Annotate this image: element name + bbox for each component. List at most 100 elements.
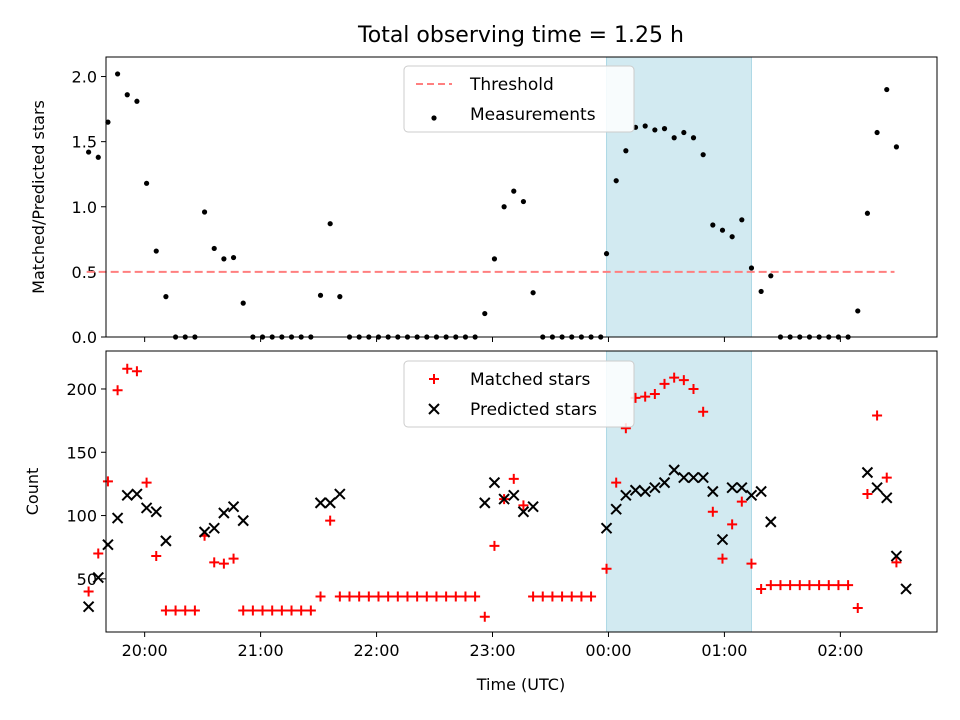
matched-star-point (794, 580, 805, 591)
measurement-point (530, 290, 536, 296)
matched-star-point (547, 591, 558, 602)
matched-star-point (727, 519, 738, 530)
predicted-star-point (479, 497, 491, 509)
measurement-point (855, 308, 861, 314)
matched-star-point (296, 605, 307, 616)
matched-star-point (344, 591, 355, 602)
matched-star-point (566, 591, 577, 602)
matched-star-point (881, 472, 892, 483)
legend-marker (429, 374, 439, 384)
matched-star-point (218, 558, 229, 569)
matched-star-point (267, 605, 278, 616)
x-tick-label: 20:00 (122, 641, 168, 660)
measurement-point (482, 310, 488, 317)
legend-label-measurements: Measurements (470, 105, 596, 125)
legend-swatch-predicted (428, 403, 440, 415)
predicted-star-point (881, 492, 893, 504)
matched-star-point (238, 605, 249, 616)
measurement-point (86, 149, 92, 155)
matched-star-point (209, 557, 220, 568)
figure-title: Total observing time = 1.25 h (357, 23, 684, 48)
matched-star-point (557, 591, 568, 602)
predicted-star-point (131, 488, 143, 500)
matched-star-point (833, 580, 844, 591)
matched-star-point (151, 551, 162, 562)
y-tick-label: 0.0 (72, 328, 97, 347)
matched-star-point (852, 602, 863, 613)
matched-star-point (659, 378, 670, 389)
x-tick-label: 00:00 (585, 641, 631, 660)
matched-star-point (131, 366, 142, 377)
predicted-star-point (707, 485, 719, 498)
matched-star-point (160, 605, 171, 616)
predicted-star-point (736, 481, 748, 494)
predicted-star-point (755, 485, 767, 498)
measurement-point (642, 123, 648, 129)
y-tick-label: 0.5 (72, 263, 97, 282)
matched-star-point (576, 591, 587, 602)
measurement-point (491, 256, 498, 262)
x-tick-label: 23:00 (469, 641, 515, 660)
matched-star-point (334, 591, 345, 602)
predicted-star-point (890, 550, 903, 562)
matched-star-point (775, 580, 786, 591)
predicted-star-point (697, 471, 709, 484)
matched-star-point (479, 611, 490, 622)
y-tick-label: 1.5 (72, 133, 97, 152)
matched-star-point (441, 591, 452, 602)
measurement-point (153, 248, 159, 254)
matched-star-point (460, 591, 471, 602)
matched-star-point (717, 553, 728, 564)
count-panel: 50 100 150 200 20:00 21:00 22:00 23:00 00:00 01:0… (23, 350, 938, 660)
matched-star-point (112, 385, 123, 396)
legend-label-matched: Matched stars (470, 370, 590, 390)
predicted-star-point (600, 522, 613, 534)
predicted-star-point (121, 489, 133, 502)
measurement-point (768, 273, 774, 279)
predicted-star-point (861, 466, 874, 479)
predicted-star-point (227, 500, 240, 513)
matched-star-point (180, 605, 191, 616)
legend-box (403, 65, 635, 133)
matched-star-point (93, 548, 104, 559)
matched-star-point (392, 591, 403, 602)
matched-star-point (843, 580, 854, 591)
predicted-star-point (208, 522, 220, 534)
y-tick-label: 100 (66, 507, 97, 526)
predicted-star-point (237, 514, 249, 527)
matched-star-point (450, 591, 461, 602)
matched-star-point (814, 580, 825, 591)
matched-star-point (528, 591, 539, 602)
legend-marker (431, 115, 437, 121)
measurement-point (337, 294, 343, 300)
measurement-point (163, 294, 169, 300)
measurement-point (652, 127, 658, 133)
measurement-point (221, 256, 227, 262)
predicted-star-point (82, 600, 95, 613)
matched-star-point (518, 500, 529, 511)
matched-star-point (586, 591, 597, 602)
y-tick-label: 200 (66, 380, 97, 399)
matched-star-point (736, 496, 747, 507)
matched-star-point (122, 363, 133, 374)
measurement-point (317, 292, 324, 298)
measurement-point (681, 129, 687, 136)
predicted-star-point (668, 464, 680, 476)
x-tick-label: 02:00 (817, 641, 863, 660)
predicted-star-point (488, 476, 501, 489)
predicted-star-point (678, 471, 690, 484)
matched-star-point (756, 583, 767, 594)
x-axis-label: Time (UTC) (476, 675, 565, 694)
matched-star-point (823, 580, 834, 591)
matched-star-point (698, 406, 709, 417)
predicted-star-point (610, 503, 622, 515)
measurement-point (690, 135, 697, 141)
predicted-star-point (160, 535, 172, 547)
measurement-point (105, 119, 111, 125)
measurement-point (719, 227, 726, 233)
measurement-point (603, 251, 610, 257)
predicted-star-point (716, 533, 729, 546)
matched-star-point (489, 540, 500, 551)
matched-star-point (804, 580, 815, 591)
